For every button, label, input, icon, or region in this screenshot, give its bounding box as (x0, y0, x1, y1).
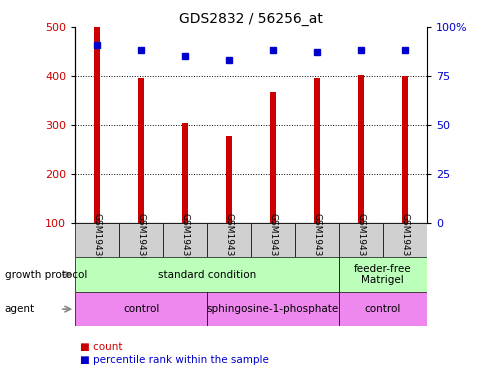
Text: ■ percentile rank within the sample: ■ percentile rank within the sample (80, 355, 268, 365)
Bar (75, 257, 338, 292)
Text: feeder-free
Matrigel: feeder-free Matrigel (353, 264, 411, 285)
Text: GSM194311: GSM194311 (268, 213, 277, 267)
Text: GSM194310: GSM194310 (224, 213, 233, 267)
Text: GSM194314: GSM194314 (399, 213, 408, 267)
Text: standard condition: standard condition (158, 270, 256, 280)
Bar (269, 91, 276, 223)
Title: GDS2832 / 56256_at: GDS2832 / 56256_at (179, 12, 322, 26)
Text: GSM194307: GSM194307 (92, 213, 102, 267)
Bar (338, 223, 382, 257)
Bar (182, 123, 188, 223)
Bar (357, 75, 363, 223)
Text: ■ count: ■ count (80, 342, 122, 352)
Text: GSM194308: GSM194308 (136, 213, 145, 267)
Bar (75, 292, 207, 326)
Text: sphingosine-1-phosphate: sphingosine-1-phosphate (206, 304, 338, 314)
Text: agent: agent (5, 304, 35, 314)
Text: GSM194309: GSM194309 (180, 213, 189, 267)
Bar (338, 292, 426, 326)
Bar (338, 257, 426, 292)
Bar (75, 223, 119, 257)
Bar (94, 27, 100, 223)
Text: growth protocol: growth protocol (5, 270, 87, 280)
Bar (225, 136, 232, 223)
Bar (119, 223, 163, 257)
Bar (207, 292, 338, 326)
Bar (207, 223, 251, 257)
Text: control: control (364, 304, 400, 314)
Text: GSM194313: GSM194313 (356, 213, 364, 267)
Bar (251, 223, 294, 257)
Bar (313, 78, 319, 223)
Bar (382, 223, 426, 257)
Bar (137, 78, 144, 223)
Bar (294, 223, 338, 257)
Bar (401, 76, 407, 223)
Text: control: control (122, 304, 159, 314)
Text: GSM194312: GSM194312 (312, 213, 321, 267)
Bar (163, 223, 207, 257)
